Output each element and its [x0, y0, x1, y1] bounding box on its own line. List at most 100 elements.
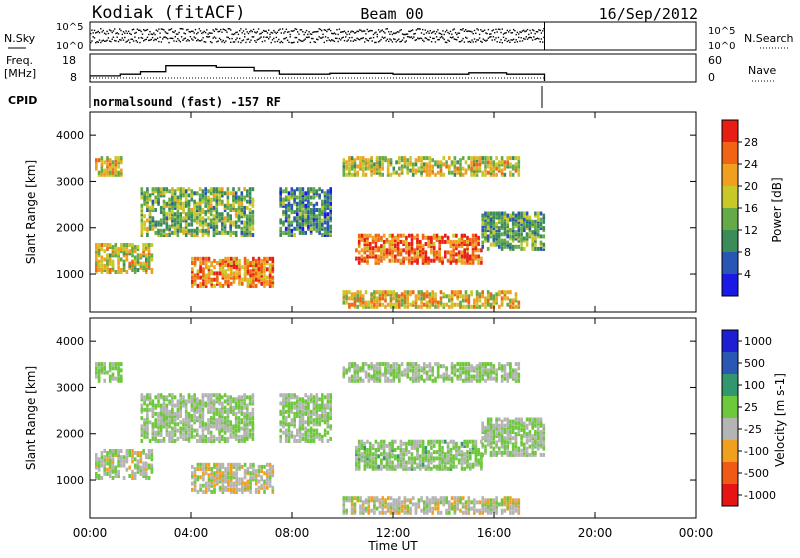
echo-cell: [318, 433, 321, 437]
echo-cell: [411, 246, 414, 250]
echo-cell: [194, 477, 197, 481]
noise-search-point: [175, 36, 176, 37]
noise-search-point: [292, 42, 293, 43]
noise-sky-point: [138, 30, 139, 31]
echo-cell: [142, 466, 145, 470]
noise-sky-point: [498, 29, 499, 30]
noise-sky-point: [218, 31, 219, 32]
echo-cell: [418, 290, 421, 294]
noise-search-point: [162, 38, 163, 39]
echo-cell: [313, 418, 316, 422]
noise-sky-point: [464, 31, 465, 32]
noise-search-point: [427, 39, 428, 40]
echo-cell: [343, 301, 346, 305]
echo-cell: [475, 238, 478, 242]
echo-cell: [354, 296, 357, 300]
noise-sky-point: [327, 29, 328, 30]
echo-cell: [456, 167, 459, 171]
echo-cell: [196, 191, 199, 195]
echo-cell: [213, 198, 216, 202]
noise-sky-point: [413, 33, 414, 34]
echo-cell: [398, 173, 401, 177]
echo-cell: [106, 162, 109, 166]
echo-cell: [369, 250, 372, 254]
echo-cell: [368, 379, 371, 383]
noise-search-point: [319, 36, 320, 37]
echo-cell: [493, 294, 496, 298]
echo-cell: [227, 280, 230, 284]
echo-cell: [476, 296, 479, 300]
echo-cell: [531, 237, 534, 241]
echo-cell: [296, 208, 299, 212]
echo-cell: [509, 171, 512, 175]
noise-sky-point: [278, 30, 279, 31]
noise-sky-point: [348, 31, 349, 32]
noise-search-point: [411, 36, 412, 37]
echo-cell: [260, 259, 263, 263]
echo-cell: [355, 257, 358, 261]
echo-cell: [299, 410, 302, 414]
echo-cell: [447, 458, 450, 462]
noise-sky-point: [409, 31, 410, 32]
nave-label: Nave: [748, 64, 776, 77]
echo-cell: [490, 230, 493, 234]
noise-search-point: [136, 40, 137, 41]
noise-sky-point: [225, 30, 226, 31]
echo-cell: [213, 399, 216, 403]
echo-cell: [422, 463, 425, 467]
echo-cell: [400, 456, 403, 460]
echo-cell: [98, 362, 101, 366]
echo-cell: [166, 404, 169, 408]
nsearch-label: N.Search: [744, 32, 794, 45]
echo-cell: [375, 461, 378, 465]
echo-cell: [475, 246, 478, 250]
echo-cell: [437, 171, 440, 175]
noise-sky-point: [272, 32, 273, 33]
echo-cell: [400, 448, 403, 452]
echo-cell: [179, 187, 182, 191]
echo-cell: [145, 453, 148, 457]
echo-cell: [358, 250, 361, 254]
echo-cell: [151, 268, 154, 272]
echo-cell: [182, 395, 185, 399]
echo-cell: [213, 471, 216, 475]
echo-cell: [434, 296, 437, 300]
echo-cell: [537, 218, 540, 222]
noise-sky-point: [190, 31, 191, 32]
echo-cell: [191, 276, 194, 280]
echo-cell: [179, 212, 182, 216]
noise-search-point: [326, 40, 327, 41]
echo-cell: [218, 427, 221, 431]
echo-cell: [293, 216, 296, 220]
noise-sky-point: [403, 34, 404, 35]
echo-cell: [299, 196, 302, 200]
echo-cell: [230, 475, 233, 479]
echo-cell: [166, 216, 169, 220]
noise-search-point: [132, 39, 133, 40]
echo-cell: [354, 169, 357, 173]
echo-cell: [241, 231, 244, 235]
freq-label-1: Freq.: [6, 54, 33, 67]
echo-cell: [440, 301, 443, 305]
echo-cell: [120, 362, 123, 366]
echo-cell: [235, 467, 238, 471]
echo-cell: [445, 294, 448, 298]
echo-cell: [179, 431, 182, 435]
noise-sky-point: [397, 31, 398, 32]
noise-search-point: [441, 36, 442, 37]
noise-sky-point: [383, 31, 384, 32]
echo-cell: [229, 204, 232, 208]
echo-cell: [232, 406, 235, 410]
echo-cell: [249, 420, 252, 424]
echo-cell: [440, 296, 443, 300]
echo-cell: [227, 267, 230, 271]
noise-search-point: [534, 39, 535, 40]
echo-cell: [416, 463, 419, 467]
echo-cell: [202, 477, 205, 481]
echo-cell: [321, 233, 324, 237]
echo-cell: [185, 193, 188, 197]
noise-search-point: [466, 38, 467, 39]
noise-sky-point: [142, 34, 143, 35]
echo-cell: [345, 173, 348, 177]
nave-tick-high: 60: [708, 54, 722, 67]
